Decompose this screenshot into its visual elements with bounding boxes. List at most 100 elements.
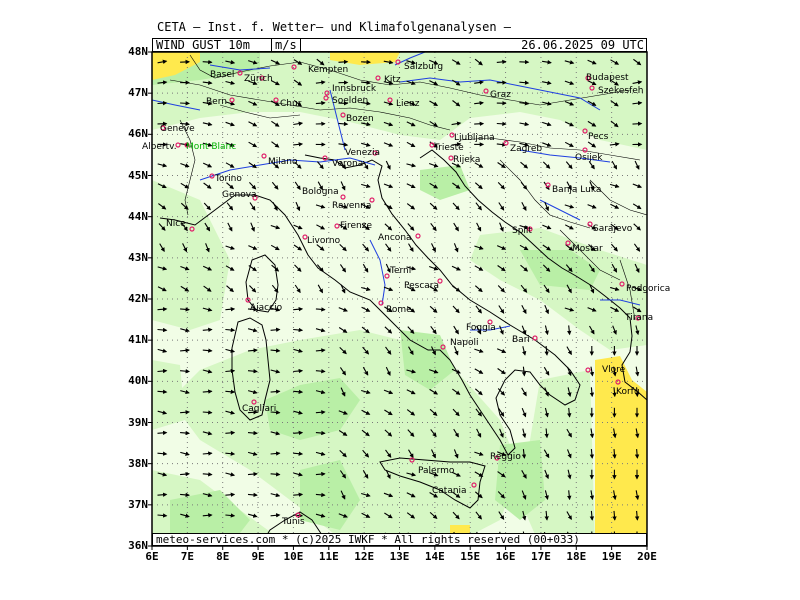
wind-arrow bbox=[522, 346, 527, 356]
wind-arrow bbox=[180, 265, 190, 271]
wind-arrow bbox=[294, 264, 302, 272]
city-label: Split bbox=[512, 226, 532, 236]
wind-arrow bbox=[157, 451, 168, 456]
footer-credit: meteo-services.com * (c)2025 IWKF * All … bbox=[156, 533, 580, 546]
wind-arrow bbox=[271, 141, 280, 148]
river-neretva bbox=[600, 299, 641, 306]
river-drava bbox=[519, 149, 611, 163]
wind-arrow bbox=[632, 100, 643, 106]
wind-arrow bbox=[338, 142, 349, 147]
wind-arrow bbox=[452, 388, 461, 395]
city-label: Szekesfeh bbox=[598, 86, 644, 96]
city-marker bbox=[334, 223, 340, 229]
wind-arrow bbox=[519, 224, 530, 230]
city: Bozen bbox=[340, 112, 374, 124]
wind-arrow bbox=[247, 368, 258, 374]
lon-label: 19E bbox=[601, 550, 622, 563]
wind-arrow bbox=[453, 346, 459, 356]
wind-arrow bbox=[385, 160, 391, 170]
gust-zone-light-west bbox=[152, 180, 230, 330]
wind-arrow bbox=[429, 202, 438, 210]
wind-arrow bbox=[610, 59, 620, 65]
city-label: Lienz bbox=[396, 99, 420, 109]
border-alps-3 bbox=[219, 104, 301, 119]
wind-arrow bbox=[361, 409, 371, 415]
wind-arrow bbox=[294, 161, 302, 169]
city-label: Soelden bbox=[332, 96, 368, 106]
city: Reggio bbox=[490, 452, 521, 462]
city: Innsbruck bbox=[324, 84, 377, 96]
city-label: Bari bbox=[512, 335, 530, 345]
wind-arrow bbox=[339, 367, 346, 376]
wind-arrow bbox=[452, 285, 461, 292]
wind-arrow bbox=[610, 100, 619, 107]
wind-arrow bbox=[361, 101, 371, 106]
wind-arrow bbox=[612, 449, 617, 459]
wind-arrow bbox=[451, 142, 462, 147]
wind-arrow bbox=[270, 224, 281, 230]
wind-arrow bbox=[157, 513, 168, 518]
wind-arrow bbox=[588, 264, 595, 273]
city-markers: Salzburg Kempten Basel Zürich Bern Innsbruck K… bbox=[142, 59, 670, 527]
city-marker bbox=[448, 155, 454, 161]
wind-arrow bbox=[587, 120, 597, 127]
wind-arrow bbox=[634, 387, 640, 398]
wind-arrow bbox=[157, 307, 168, 312]
wind-arrow bbox=[180, 121, 190, 127]
city-label: Bozen bbox=[346, 114, 374, 124]
wind-arrow bbox=[406, 121, 416, 127]
city: Zürich bbox=[244, 74, 273, 84]
wind-arrow bbox=[339, 244, 347, 252]
lon-label: 16E bbox=[495, 550, 516, 563]
city: Bari bbox=[512, 335, 538, 345]
city: Chur bbox=[273, 97, 302, 109]
wind-arrow bbox=[338, 204, 348, 209]
wind-arrow bbox=[497, 368, 506, 375]
wind-arrow bbox=[225, 513, 236, 518]
wind-arrow bbox=[202, 431, 213, 436]
gust-zone-light-sw bbox=[152, 360, 185, 430]
lat-label: 48N bbox=[128, 45, 148, 58]
wind-arrow bbox=[589, 387, 595, 398]
wind-arrow bbox=[316, 58, 325, 66]
city-label: Cagliari bbox=[242, 404, 276, 414]
wind-arrow bbox=[451, 162, 461, 168]
wind-arrow bbox=[385, 243, 392, 252]
wind-arrow bbox=[225, 245, 235, 250]
wind-arrow bbox=[315, 368, 326, 374]
wind-arrow bbox=[157, 492, 168, 497]
wind-arrow bbox=[180, 182, 190, 189]
wind-arrow bbox=[521, 305, 527, 315]
wind-arrow bbox=[634, 160, 640, 170]
wind-arrow bbox=[521, 490, 527, 500]
coast-italy-mainland bbox=[159, 154, 581, 456]
wind-arrow bbox=[429, 182, 439, 189]
city-label: Trieste bbox=[433, 143, 464, 153]
wind-arrow bbox=[383, 492, 394, 498]
city: Firenze bbox=[334, 221, 372, 231]
wind-arrow bbox=[270, 431, 281, 436]
city-label: Bern bbox=[206, 97, 227, 107]
city-marker bbox=[503, 140, 509, 146]
wind-arrow bbox=[180, 389, 190, 395]
lon-label: 7E bbox=[180, 550, 194, 563]
city-marker bbox=[582, 128, 588, 134]
wind-arrow bbox=[612, 366, 617, 377]
wind-arrow bbox=[543, 366, 550, 376]
wind-arrow bbox=[429, 285, 439, 292]
wind-arrow bbox=[542, 264, 551, 272]
wind-arrow bbox=[521, 325, 527, 335]
wind-arrow bbox=[610, 79, 619, 86]
city-marker bbox=[375, 75, 381, 81]
wind-arrow bbox=[541, 80, 552, 85]
city-label: Salzburg bbox=[404, 62, 443, 72]
city: Kitz bbox=[375, 75, 401, 85]
city-label: Ancona bbox=[378, 233, 412, 243]
wind-arrow bbox=[293, 224, 303, 230]
wind-arrow bbox=[317, 181, 323, 191]
wind-arrow bbox=[406, 389, 416, 395]
city: Ajaccio bbox=[245, 297, 283, 313]
wind-arrow bbox=[157, 430, 168, 436]
wind-arrow bbox=[496, 121, 507, 127]
